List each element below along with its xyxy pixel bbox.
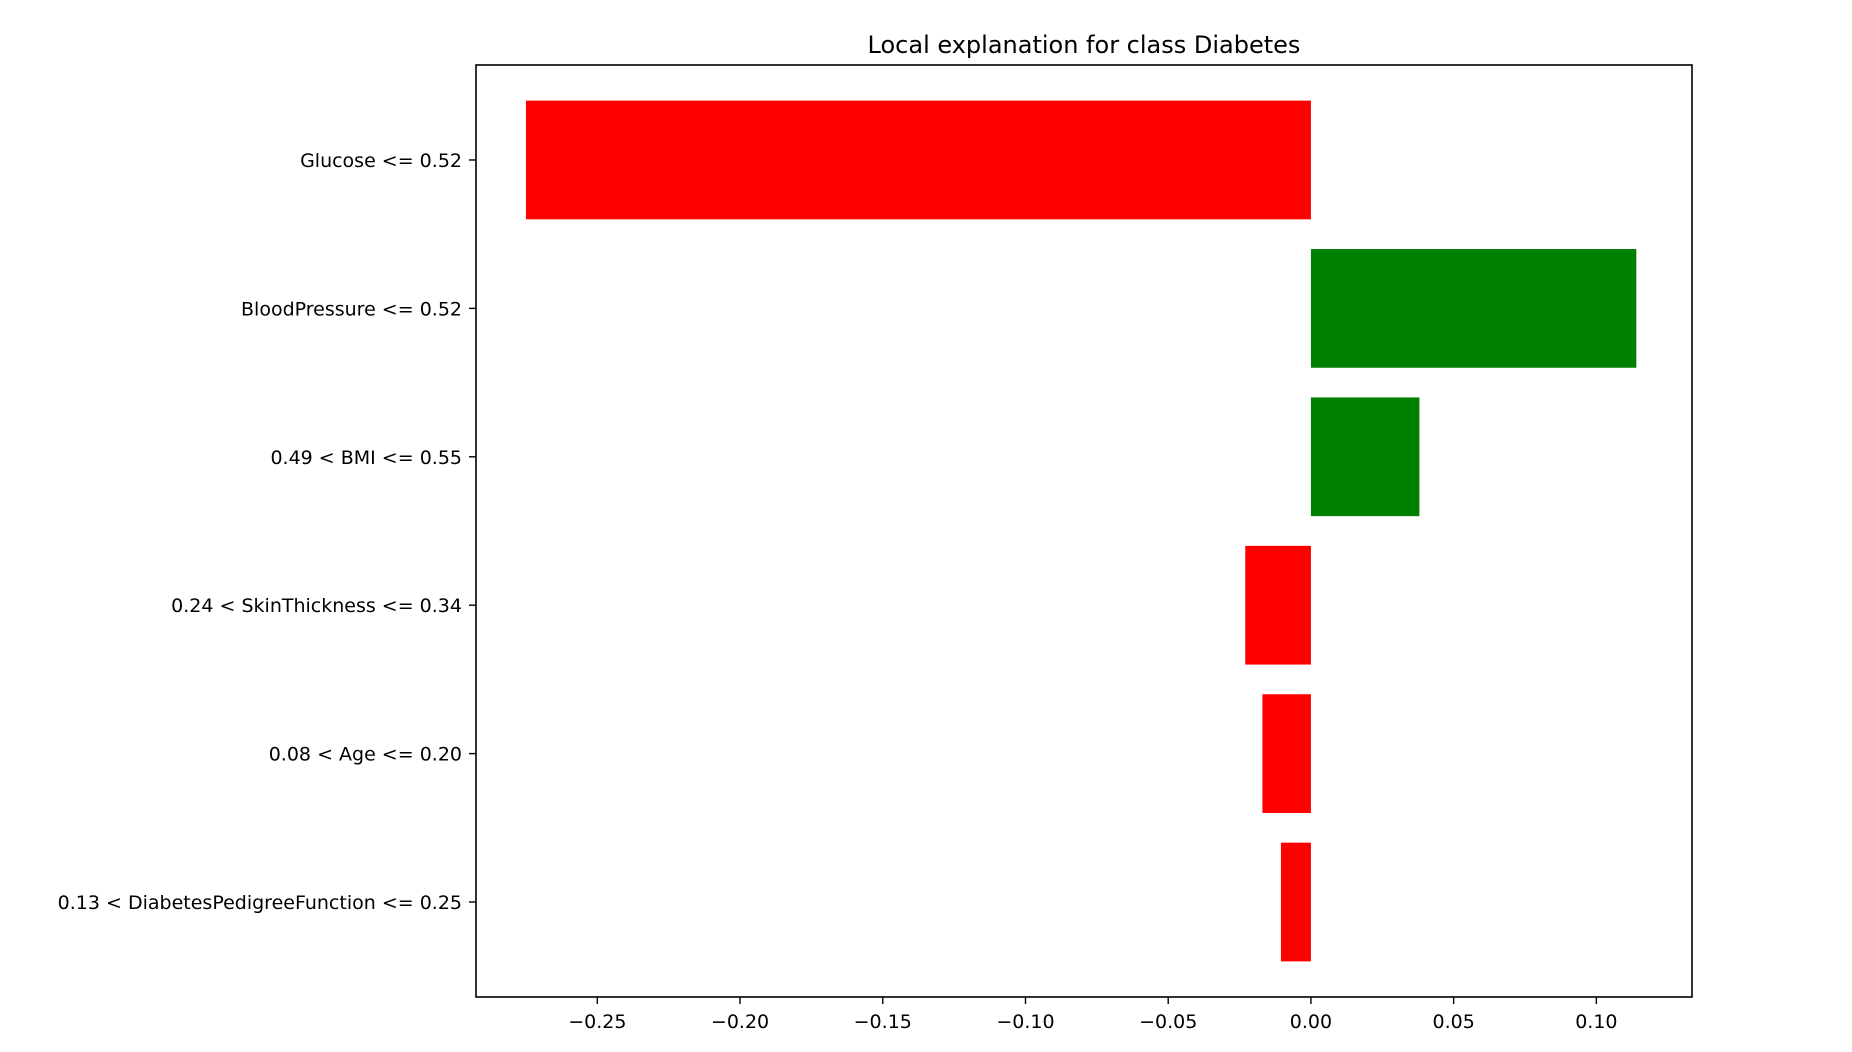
chart-title: Local explanation for class Diabetes (868, 31, 1301, 59)
x-tick-label: 0.10 (1575, 1011, 1617, 1033)
y-tick-label: BloodPressure <= 0.52 (241, 298, 462, 320)
bar (1280, 842, 1311, 962)
y-tick-label: Glucose <= 0.52 (300, 150, 462, 172)
y-tick-label: 0.24 < SkinThickness <= 0.34 (171, 595, 462, 617)
y-tick-label: 0.08 < Age <= 0.20 (269, 744, 462, 766)
x-axis: −0.25 −0.20 −0.15 −0.10 −0.05 0.00 0.05 0.10 (568, 997, 1618, 1033)
plot-frame (475, 64, 1693, 998)
bar (525, 100, 1311, 220)
bars-layer (525, 100, 1637, 962)
bar (1310, 249, 1637, 368)
bar (1245, 545, 1311, 665)
bar (1310, 397, 1420, 517)
y-axis: Glucose <= 0.52 BloodPressure <= 0.52 0.49… (58, 150, 476, 914)
x-tick-label: 0.00 (1290, 1011, 1332, 1033)
x-tick-label: −0.25 (568, 1011, 626, 1033)
x-tick-label: −0.20 (711, 1011, 769, 1033)
x-tick-label: −0.05 (1139, 1011, 1197, 1033)
x-tick-label: 0.05 (1432, 1011, 1474, 1033)
y-tick-label: 0.49 < BMI <= 0.55 (270, 447, 462, 469)
y-tick-label: 0.13 < DiabetesPedigreeFunction <= 0.25 (58, 892, 462, 914)
bar (1262, 694, 1311, 813)
x-tick-label: −0.15 (854, 1011, 912, 1033)
x-tick-label: −0.10 (996, 1011, 1054, 1033)
